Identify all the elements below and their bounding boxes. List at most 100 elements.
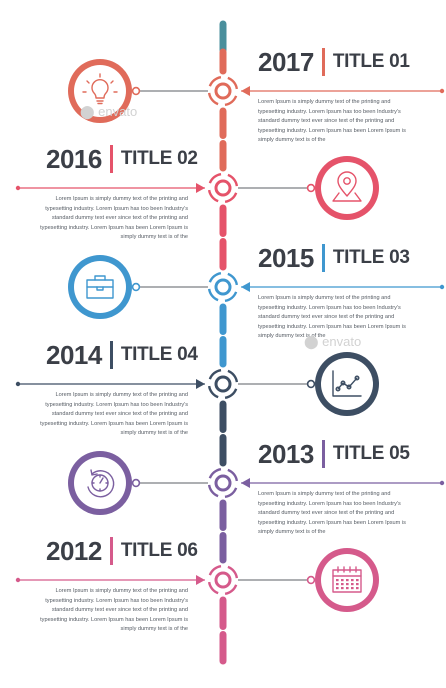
- pointer-end-dot: [15, 577, 21, 583]
- map-pin-icon-stroke: [337, 171, 357, 197]
- icon-connector-dot: [131, 478, 141, 488]
- briefcase-icon-stroke: [94, 275, 106, 281]
- icon-connector-dot: [306, 379, 316, 389]
- calendar-icon: [332, 566, 362, 593]
- pointer-end-dot: [15, 185, 21, 191]
- timeline-row-6: [15, 548, 379, 612]
- title-separator: [321, 440, 325, 468]
- timeline-node: [214, 375, 232, 393]
- title-separator: [109, 537, 113, 565]
- timeline-title: TITLE 03: [332, 247, 410, 268]
- lightbulb-icon-stroke: [82, 73, 118, 93]
- timeline-node: [214, 474, 232, 492]
- timeline-title: TITLE 02: [120, 148, 198, 169]
- timeline-year: 2014: [46, 339, 102, 370]
- calendar-day-cell: [336, 587, 339, 590]
- timeline-description: Lorem Ipsum is simply dummy text of the …: [258, 99, 406, 144]
- calendar-day-cell: [356, 579, 359, 582]
- pointer-arrowhead: [241, 282, 250, 292]
- pointer-arrowhead: [241, 86, 250, 96]
- calendar-day-cell: [336, 579, 339, 582]
- timeline-heading: 2017 TITLE 01: [258, 46, 410, 78]
- line-chart-icon-stroke: [332, 370, 362, 397]
- calendar-day-cell: [346, 579, 349, 582]
- title-separator: [321, 244, 325, 272]
- stopwatch-icon-stroke: [87, 470, 115, 498]
- icon-connector-dot: [306, 575, 316, 585]
- pointer-end-dot: [439, 88, 445, 94]
- icon-connector-dot: [131, 282, 141, 292]
- line-chart-icon-stroke: [354, 375, 360, 381]
- pointer-arrowhead: [241, 478, 250, 488]
- timeline-title: TITLE 01: [332, 51, 410, 72]
- title-separator: [321, 48, 325, 76]
- timeline-heading: 2015 TITLE 03: [258, 242, 410, 274]
- timeline-description: Lorem Ipsum is simply dummy text of the …: [40, 588, 188, 633]
- calendar-day-cell: [351, 579, 354, 582]
- icon-badge: [74, 65, 126, 117]
- icon-badge: [321, 162, 373, 214]
- pointer-arrowhead: [196, 183, 205, 193]
- calendar-day-cell: [341, 579, 344, 582]
- timeline-year: 2012: [46, 535, 102, 566]
- lightbulb-icon: [82, 73, 118, 105]
- timeline-year: 2015: [258, 242, 314, 273]
- timeline-node-ring: [207, 172, 239, 204]
- calendar-day-cell: [351, 587, 354, 590]
- icon-connector-dot: [131, 86, 141, 96]
- icon-connector-dot: [306, 183, 316, 193]
- title-separator: [109, 145, 113, 173]
- calendar-day-cell: [356, 587, 359, 590]
- timeline-row-3: [68, 255, 445, 319]
- timeline-year: 2016: [46, 143, 102, 174]
- pointer-end-dot: [15, 381, 21, 387]
- calendar-day-cell: [346, 583, 349, 586]
- timeline-year: 2013: [258, 438, 314, 469]
- line-chart-icon: [332, 370, 362, 397]
- line-chart-icon-stroke: [340, 380, 346, 386]
- timeline-node-ring: [207, 75, 239, 107]
- calendar-day-cell: [341, 587, 344, 590]
- pointer-arrowhead: [196, 575, 205, 585]
- timeline-description: Lorem Ipsum is simply dummy text of the …: [258, 295, 406, 340]
- stopwatch-icon: [87, 469, 115, 498]
- timeline-row-1: [68, 59, 445, 123]
- briefcase-icon-stroke: [96, 286, 104, 291]
- map-pin-icon-stroke: [332, 192, 362, 202]
- timeline-row-4: [15, 352, 379, 416]
- timeline-node-ring: [207, 368, 239, 400]
- timeline-heading: 2012 TITLE 06: [46, 535, 198, 567]
- stopwatch-icon-stroke: [91, 474, 109, 492]
- timeline-node: [214, 82, 232, 100]
- pointer-end-dot: [439, 284, 445, 290]
- calendar-icon-stroke: [337, 566, 357, 573]
- lightbulb-icon-stroke: [91, 79, 109, 99]
- timeline-title: TITLE 05: [332, 443, 410, 464]
- calendar-icon-stroke: [332, 569, 362, 593]
- briefcase-icon: [86, 275, 114, 299]
- lightbulb-icon-stroke: [96, 100, 104, 105]
- timeline-heading: 2014 TITLE 04: [46, 339, 198, 371]
- timeline-node-ring: [207, 564, 239, 596]
- timeline-description: Lorem Ipsum is simply dummy text of the …: [40, 392, 188, 437]
- timeline-row-5: [68, 451, 445, 515]
- timeline-node-ring: [207, 467, 239, 499]
- calendar-day-cell: [346, 587, 349, 590]
- icon-badge: [321, 358, 373, 410]
- calendar-day-cell: [351, 583, 354, 586]
- calendar-day-cell: [356, 583, 359, 586]
- timeline-heading: 2013 TITLE 05: [258, 438, 410, 470]
- timeline-description: Lorem Ipsum is simply dummy text of the …: [40, 196, 188, 241]
- timeline-node: [214, 571, 232, 589]
- timeline-description: Lorem Ipsum is simply dummy text of the …: [258, 491, 406, 536]
- timeline-title: TITLE 06: [120, 540, 198, 561]
- calendar-day-cell: [341, 583, 344, 586]
- line-chart-icon-stroke: [346, 384, 352, 390]
- calendar-day-cell: [336, 583, 339, 586]
- timeline-title: TITLE 04: [120, 344, 198, 365]
- timeline-node: [214, 179, 232, 197]
- timeline-row-2: [15, 156, 379, 220]
- map-pin-icon-stroke: [343, 177, 351, 185]
- line-chart-icon-stroke: [335, 386, 341, 392]
